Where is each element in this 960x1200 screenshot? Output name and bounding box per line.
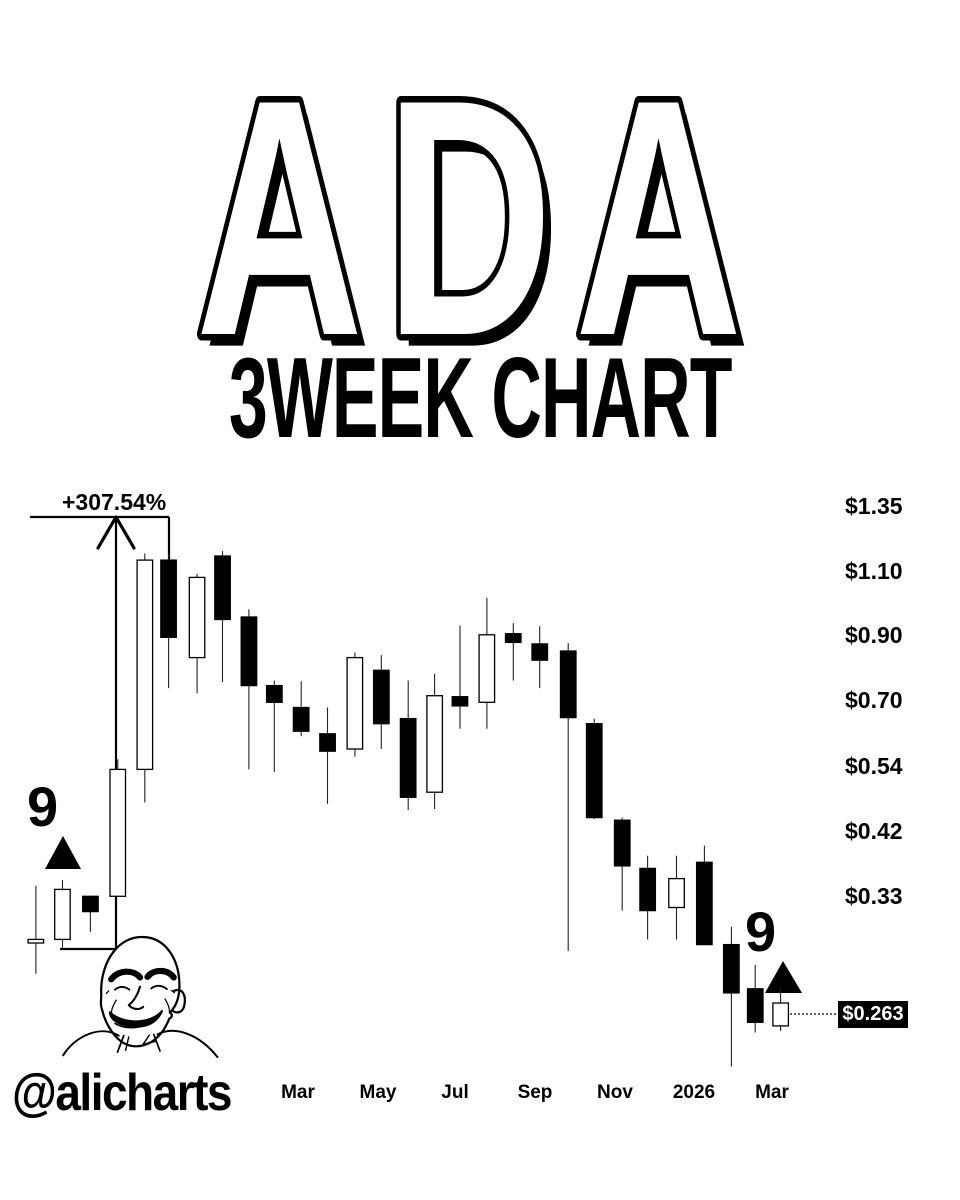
svg-text:Mar: Mar — [281, 1082, 315, 1103]
svg-text:$0.42: $0.42 — [845, 818, 903, 844]
svg-text:Jul: Jul — [441, 1082, 468, 1103]
svg-text:9: 9 — [27, 775, 58, 838]
svg-text:+307.54%: +307.54% — [62, 489, 166, 515]
svg-text:$0.90: $0.90 — [845, 622, 903, 648]
svg-text:$0.263: $0.263 — [842, 1003, 903, 1025]
svg-text:Mar: Mar — [755, 1082, 789, 1103]
svg-text:May: May — [360, 1082, 397, 1103]
svg-text:$0.33: $0.33 — [845, 883, 903, 909]
svg-text:$1.35: $1.35 — [845, 493, 903, 519]
svg-text:@alicharts: @alicharts — [12, 1065, 231, 1122]
svg-text:$0.54: $0.54 — [845, 753, 903, 779]
svg-text:$0.70: $0.70 — [845, 687, 903, 713]
svg-text:$1.10: $1.10 — [845, 558, 903, 584]
svg-text:2026: 2026 — [673, 1082, 715, 1103]
svg-text:Sep: Sep — [518, 1082, 553, 1103]
svg-text:9: 9 — [745, 900, 776, 963]
svg-text:Nov: Nov — [597, 1082, 633, 1103]
